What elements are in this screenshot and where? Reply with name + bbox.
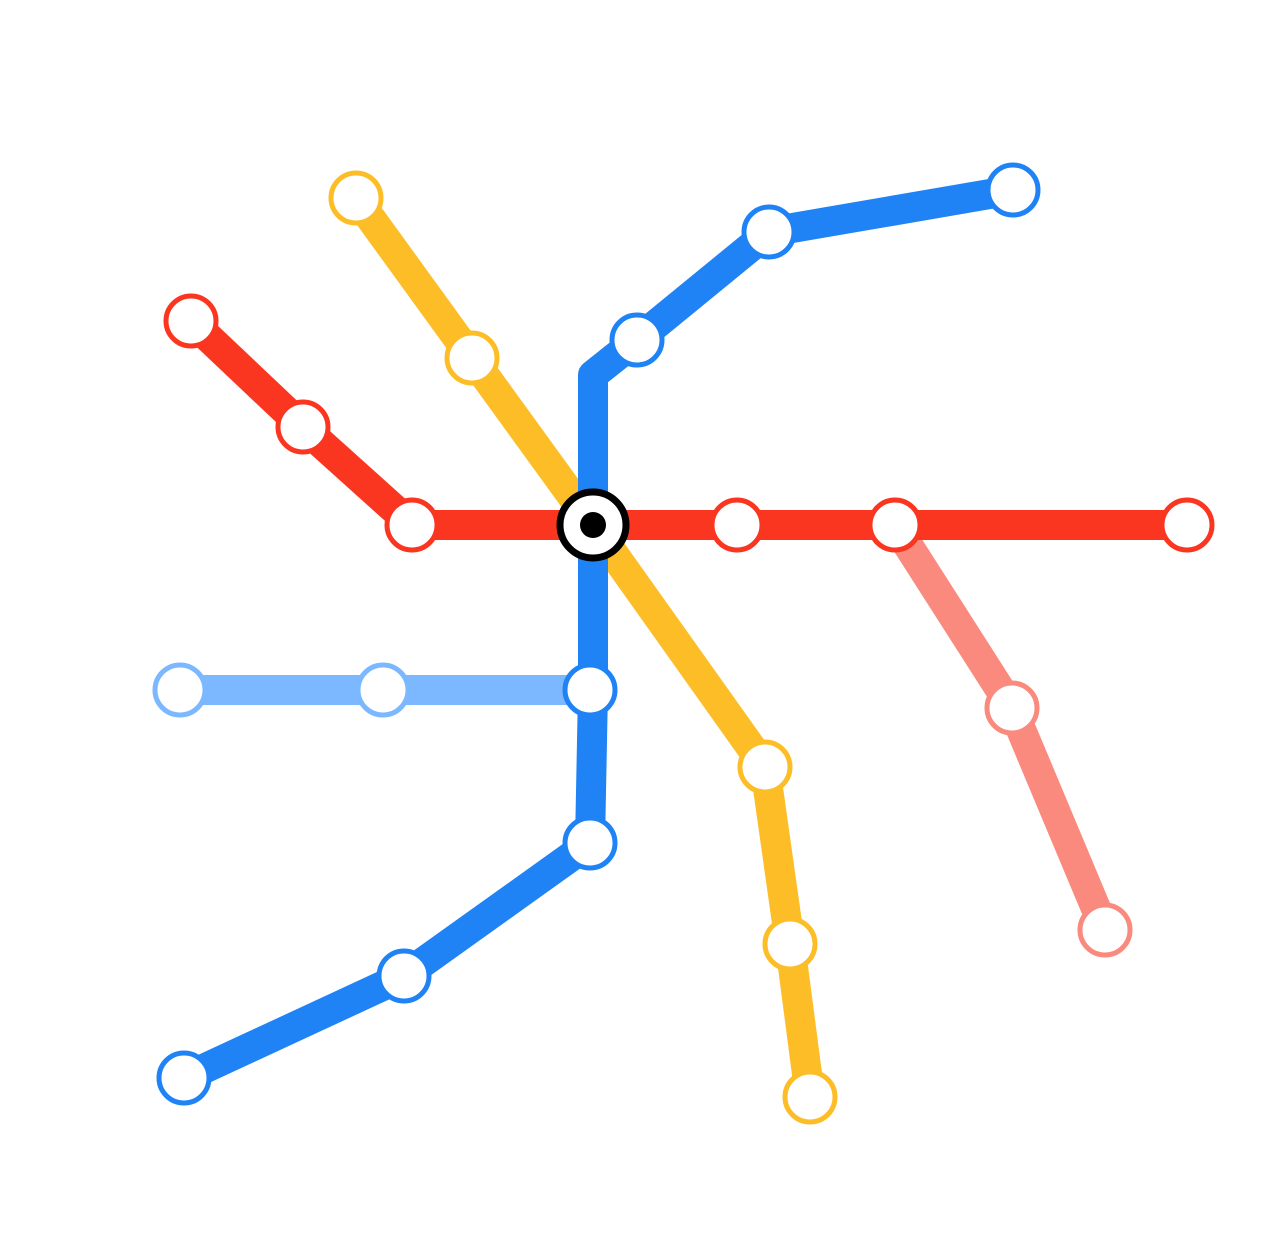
station-red-5 — [867, 497, 923, 553]
station-pink-1 — [984, 680, 1040, 736]
station-yellow-4 — [762, 916, 818, 972]
station-blue-6 — [741, 204, 797, 260]
station-light-blue-2 — [355, 662, 411, 718]
station-red-3 — [384, 497, 440, 553]
station-blue-2 — [376, 948, 432, 1004]
lines-layer — [165, 175, 1202, 1112]
station-blue-5 — [609, 312, 665, 368]
station-pink-2 — [1077, 902, 1133, 958]
station-yellow-3 — [737, 739, 793, 795]
stations-layer — [152, 162, 1215, 1125]
station-yellow-2 — [444, 330, 500, 386]
station-blue-4 — [562, 662, 618, 718]
interchange-center-dot — [580, 512, 606, 538]
station-red-4 — [709, 497, 765, 553]
central-interchange-icon — [556, 488, 630, 562]
metro-line-red — [176, 306, 1202, 540]
interchange-layer — [556, 488, 630, 562]
station-red-1 — [163, 293, 219, 349]
station-blue-7 — [985, 162, 1041, 218]
station-yellow-1 — [328, 170, 384, 226]
station-red-2 — [275, 399, 331, 455]
station-blue-3 — [562, 815, 618, 871]
metro-line-blue — [169, 175, 1028, 1093]
station-red-6 — [1159, 497, 1215, 553]
station-light-blue-1 — [152, 662, 208, 718]
station-yellow-5 — [782, 1069, 838, 1125]
station-blue-1 — [156, 1050, 212, 1106]
